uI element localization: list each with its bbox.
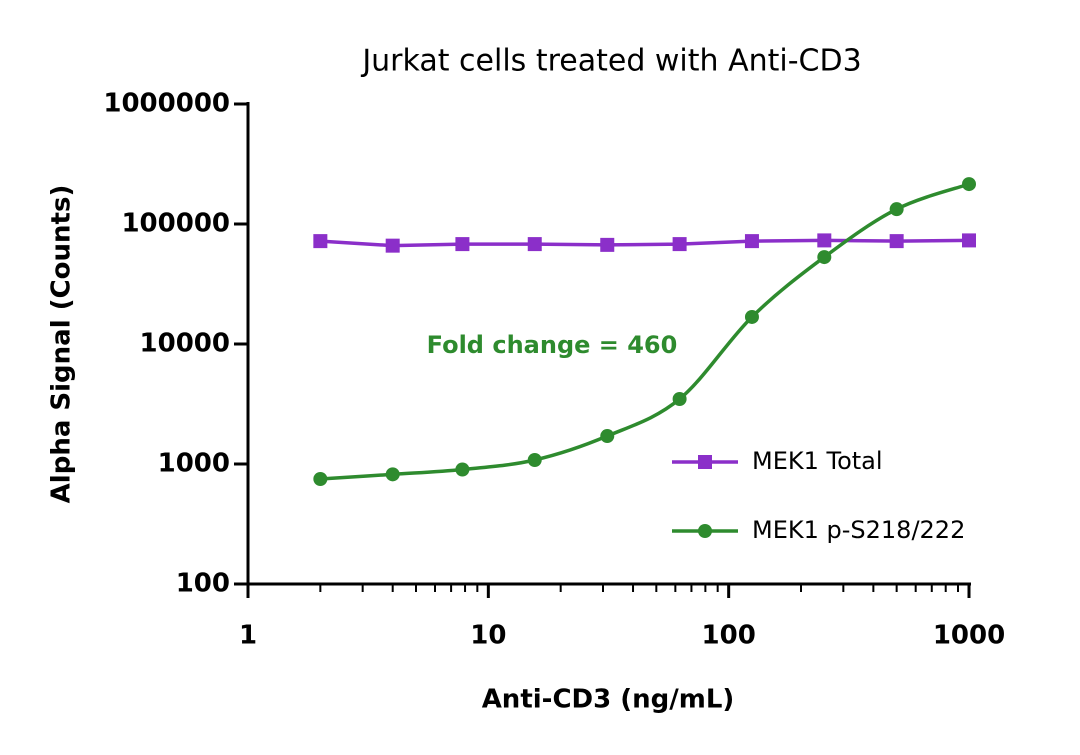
marker bbox=[455, 237, 470, 252]
marker bbox=[600, 237, 615, 252]
chart-title: Jurkat cells treated with Anti-CD3 bbox=[360, 44, 861, 79]
annotation: Fold change = 460 bbox=[427, 331, 678, 359]
marker bbox=[455, 462, 470, 477]
marker bbox=[527, 452, 542, 467]
y-tick-label: 1000 bbox=[158, 449, 230, 479]
marker bbox=[672, 237, 687, 252]
y-axis-title: Alpha Signal (Counts) bbox=[47, 185, 77, 504]
marker bbox=[817, 233, 832, 248]
marker bbox=[527, 237, 542, 252]
marker bbox=[889, 202, 904, 217]
marker bbox=[744, 234, 759, 249]
marker bbox=[698, 455, 712, 469]
x-tick-label: 1 bbox=[239, 621, 257, 651]
marker bbox=[962, 233, 976, 248]
marker bbox=[313, 234, 328, 249]
marker bbox=[698, 524, 712, 538]
x-tick-label: 100 bbox=[702, 621, 756, 651]
marker bbox=[817, 250, 832, 265]
y-tick-label: 1000000 bbox=[103, 89, 230, 119]
series-line bbox=[320, 182, 970, 481]
x-axis-title: Anti-CD3 (ng/mL) bbox=[482, 685, 735, 715]
x-tick-label: 10 bbox=[470, 621, 506, 651]
marker bbox=[962, 177, 976, 192]
x-tick-label: 1000 bbox=[933, 621, 1005, 651]
y-tick-label: 100 bbox=[176, 569, 230, 599]
marker bbox=[889, 234, 904, 249]
legend-label: MEK1 Total bbox=[752, 447, 883, 475]
marker bbox=[672, 392, 687, 407]
marker bbox=[385, 467, 400, 482]
legend-label: MEK1 p-S218/222 bbox=[752, 516, 965, 544]
series-line bbox=[320, 238, 970, 248]
marker bbox=[744, 309, 759, 324]
y-tick-label: 100000 bbox=[121, 209, 230, 239]
y-tick-label: 10000 bbox=[140, 329, 230, 359]
marker bbox=[385, 238, 400, 253]
marker bbox=[313, 471, 328, 486]
marker bbox=[600, 429, 615, 444]
